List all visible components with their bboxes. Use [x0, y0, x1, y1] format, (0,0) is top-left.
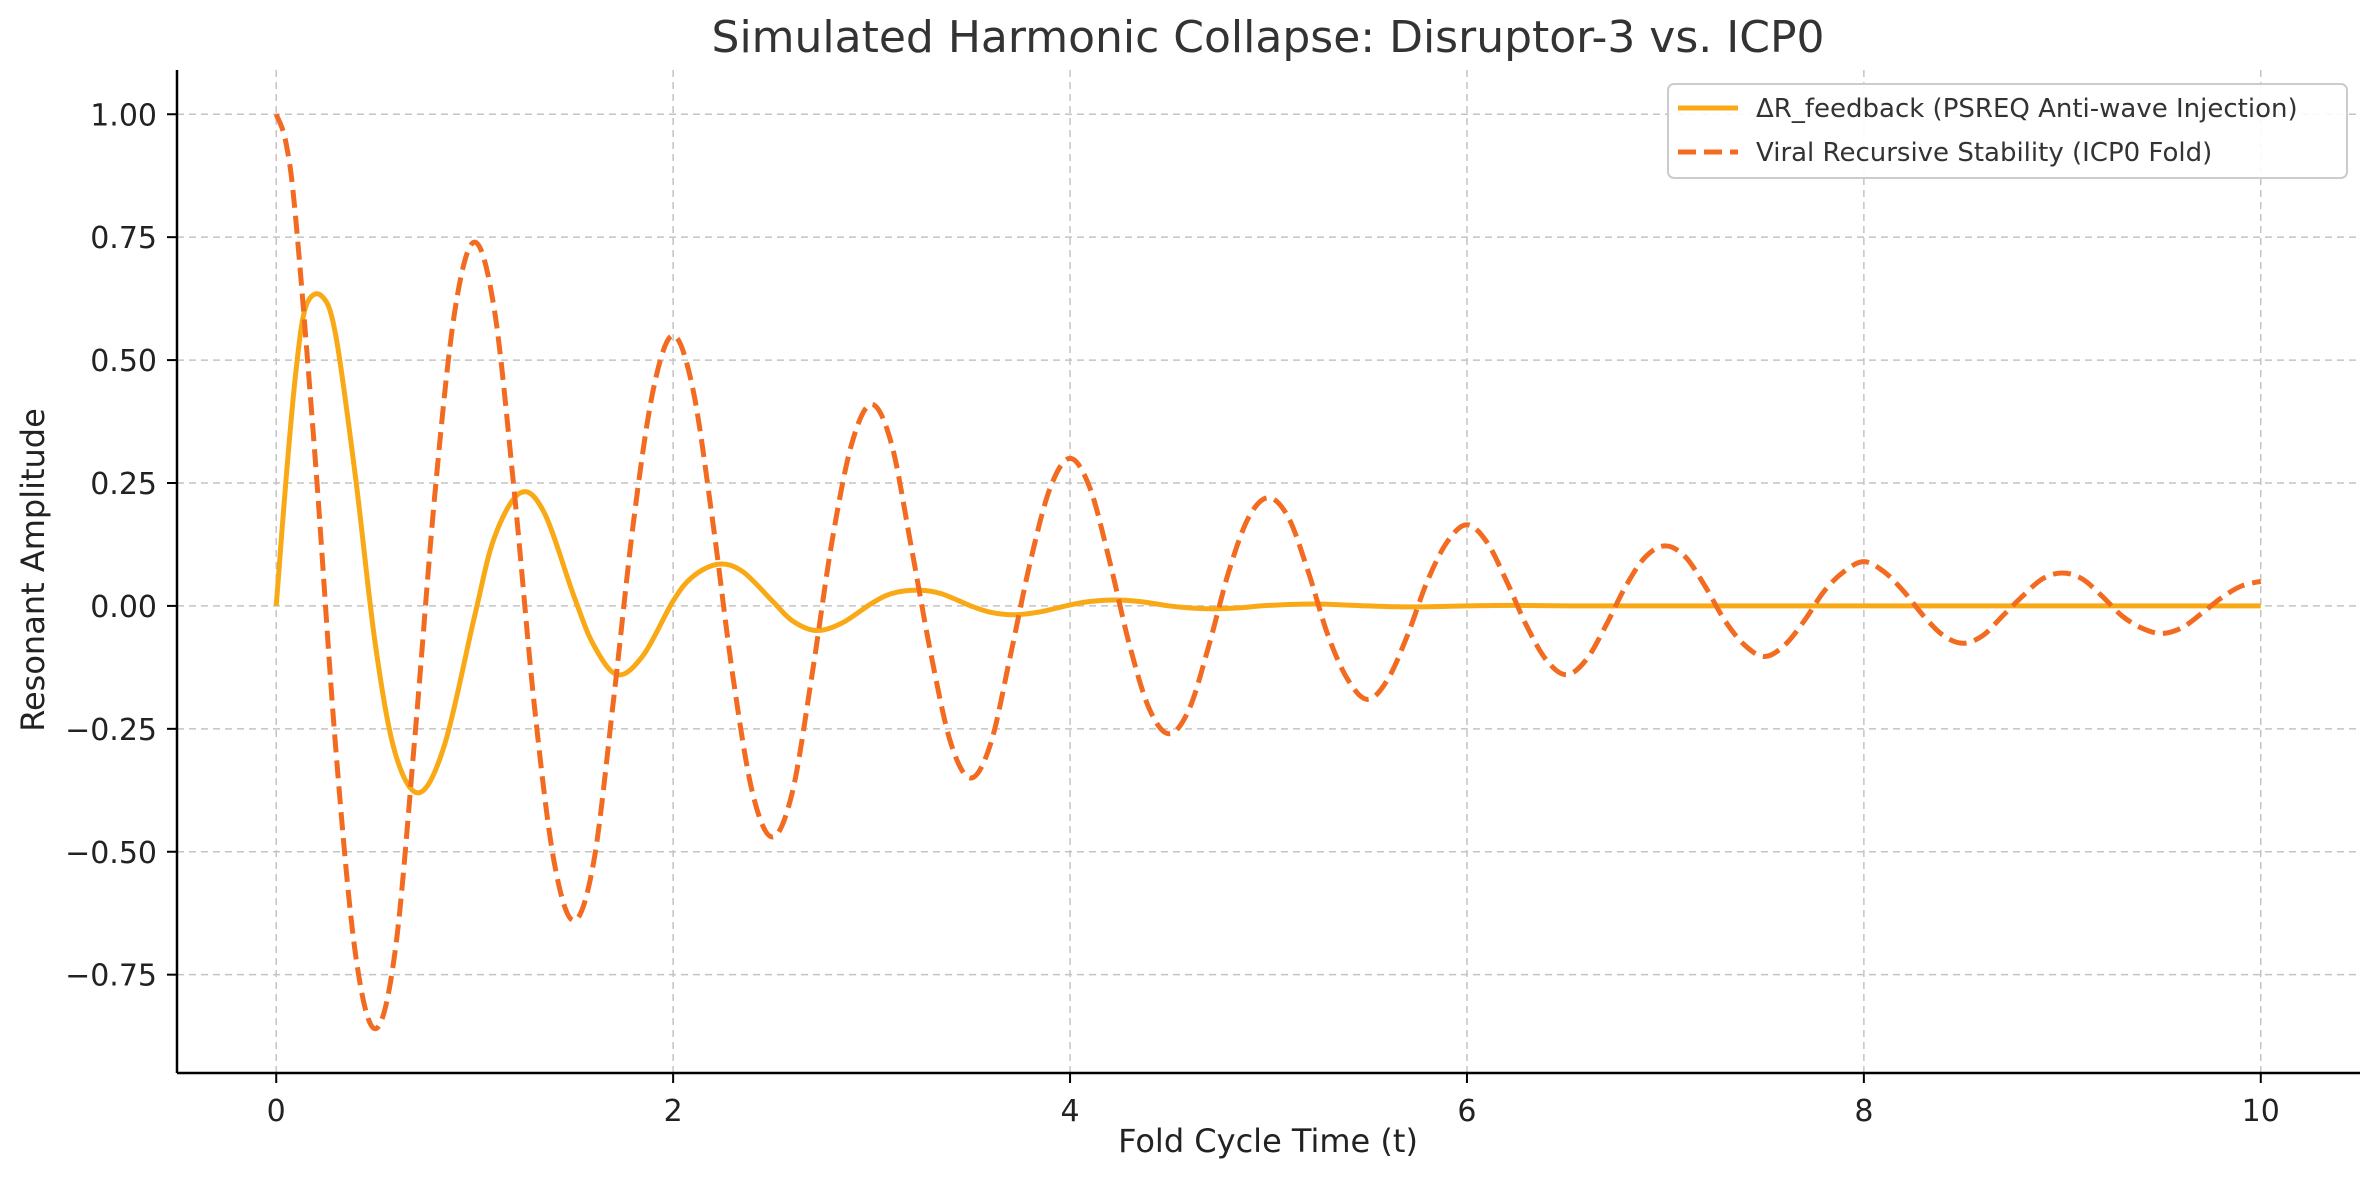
x-tick-label: 4 — [1060, 1094, 1079, 1129]
legend-label-feedback: ΔR_feedback (PSREQ Anti-wave Injection) — [1756, 94, 2298, 124]
legend-label-viral: Viral Recursive Stability (ICP0 Fold) — [1756, 138, 2212, 168]
legend-box — [1667, 83, 2348, 179]
y-tick-label: 0.50 — [90, 344, 157, 379]
y-tick-label: 0.25 — [90, 467, 157, 502]
grid — [177, 70, 2360, 1073]
x-tick-label: 10 — [2242, 1094, 2280, 1129]
ticks: 0 2 4 6 8 10 −0.75 −0.50 −0.25 0.00 0.25 0.50 0.75 1.… — [65, 98, 2280, 1129]
y-tick-label: 0.75 — [90, 221, 157, 256]
x-tick-label: 0 — [267, 1094, 286, 1129]
series-lines — [273, 113, 2262, 1032]
y-axis-label: Resonant Amplitude — [14, 408, 52, 732]
x-axis-label: Fold Cycle Time (t) — [1118, 1122, 1418, 1160]
y-tick-label: 0.00 — [90, 590, 157, 625]
y-tick-label: −0.50 — [65, 836, 157, 871]
chart-title: Simulated Harmonic Collapse: Disruptor-3… — [712, 12, 1825, 63]
x-tick-label: 2 — [664, 1094, 683, 1129]
series-line-viral — [273, 113, 2262, 1032]
legend: ΔR_feedback (PSREQ Anti-wave Injection) … — [1667, 83, 2348, 179]
y-tick-label: −0.75 — [65, 959, 157, 994]
x-tick-label: 6 — [1457, 1094, 1476, 1129]
y-tick-label: −0.25 — [65, 713, 157, 748]
series-line-feedback — [273, 291, 2261, 796]
y-tick-label: 1.00 — [90, 98, 157, 133]
x-tick-label: 8 — [1854, 1094, 1873, 1129]
